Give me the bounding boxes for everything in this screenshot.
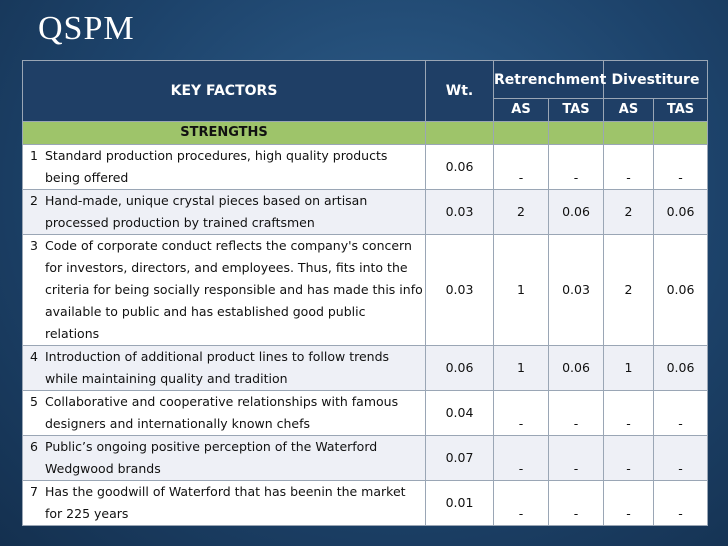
retrenchment-as-cell: - [493,435,549,481]
factor-cell: 1 Standard production procedures, high q… [22,144,426,190]
divestiture-as-cell: 2 [603,234,654,346]
factor-cell: 6 Public’s ongoing positive perception o… [22,435,426,481]
retrenchment-as-cell: - [493,480,549,526]
table-row: 4 Introduction of additional product lin… [22,345,708,391]
retrenchment-as-cell: 2 [493,189,549,235]
divestiture-tas-cell: 0.06 [653,189,708,235]
weight-cell: 0.03 [425,234,494,346]
retrenchment-header: Retrenchment [493,60,606,99]
retrenchment-tas-cell: - [548,480,604,526]
divestiture-as-cell: - [603,435,654,481]
divestiture-tas-cell: - [653,144,708,190]
divestiture-tas-cell: - [653,480,708,526]
divestiture-as-cell: - [603,144,654,190]
slide-title: QSPM [38,10,135,47]
retrenchment-tas-cell: 0.06 [548,189,604,235]
factor-text: Introduction of additional product lines… [45,349,390,386]
table-row: 1 Standard production procedures, high q… [22,144,708,190]
divestiture-tas-cell: - [653,435,708,481]
table-row: 6 Public’s ongoing positive perception o… [22,435,708,481]
qspm-table: KEY FACTORS Wt. Retrenchment Divestiture… [22,60,708,526]
tas-header-retrenchment: TAS [548,98,604,122]
factor-number: 1 [30,148,38,163]
header-row-1: KEY FACTORS Wt. Retrenchment Divestiture [22,60,708,122]
section-fill [653,121,708,145]
section-fill [425,121,494,145]
key-factors-header: KEY FACTORS [22,60,426,122]
factor-cell: 5 Collaborative and cooperative relation… [22,390,426,436]
as-header-retrenchment: AS [493,98,549,122]
retrenchment-as-cell: 1 [493,234,549,346]
weight-cell: 0.04 [425,390,494,436]
weight-header: Wt. [425,60,494,122]
retrenchment-as-cell: - [493,390,549,436]
section-fill [548,121,604,145]
strengths-label: STRENGTHS [22,121,426,145]
divestiture-tas-cell: 0.06 [653,345,708,391]
factor-number: 2 [30,193,38,208]
factor-cell: 2 Hand-made, unique crystal pieces based… [22,189,426,235]
factor-text: Collaborative and cooperative relationsh… [45,394,399,431]
divestiture-header: Divestiture [603,60,708,99]
weight-cell: 0.01 [425,480,494,526]
section-fill [493,121,549,145]
retrenchment-tas-cell: 0.03 [548,234,604,346]
factor-cell: 4 Introduction of additional product lin… [22,345,426,391]
retrenchment-tas-cell: - [548,435,604,481]
factor-number: 7 [30,484,38,499]
divestiture-as-cell: - [603,480,654,526]
factor-cell: 7 Has the goodwill of Waterford that has… [22,480,426,526]
weight-cell: 0.07 [425,435,494,481]
divestiture-tas-cell: 0.06 [653,234,708,346]
divestiture-tas-cell: - [653,390,708,436]
factor-text: Code of corporate conduct reflects the c… [45,238,423,341]
factor-text: Public’s ongoing positive perception of … [45,439,378,476]
factor-number: 5 [30,394,38,409]
weight-cell: 0.06 [425,144,494,190]
strengths-section-row: STRENGTHS [22,121,708,145]
divestiture-as-cell: 2 [603,189,654,235]
weight-cell: 0.06 [425,345,494,391]
divestiture-as-cell: 1 [603,345,654,391]
table-row: 5 Collaborative and cooperative relation… [22,390,708,436]
factor-number: 4 [30,349,38,364]
factor-text: Hand-made, unique crystal pieces based o… [45,193,368,230]
as-header-divestiture: AS [603,98,654,122]
retrenchment-tas-cell: - [548,144,604,190]
factor-number: 3 [30,238,38,253]
table-row: 3 Code of corporate conduct reflects the… [22,234,708,346]
factor-cell: 3 Code of corporate conduct reflects the… [22,234,426,346]
tas-header-divestiture: TAS [653,98,708,122]
table-row: 2 Hand-made, unique crystal pieces based… [22,189,708,235]
retrenchment-tas-cell: 0.06 [548,345,604,391]
section-fill [603,121,654,145]
weight-cell: 0.03 [425,189,494,235]
factor-number: 6 [30,439,38,454]
retrenchment-tas-cell: - [548,390,604,436]
table-row: 7 Has the goodwill of Waterford that has… [22,480,708,526]
factor-text: Standard production procedures, high qua… [45,148,388,185]
header-row-2: AS TAS AS TAS [23,98,708,122]
retrenchment-as-cell: 1 [493,345,549,391]
factor-text: Has the goodwill of Waterford that has b… [45,484,406,521]
retrenchment-as-cell: - [493,144,549,190]
divestiture-as-cell: - [603,390,654,436]
